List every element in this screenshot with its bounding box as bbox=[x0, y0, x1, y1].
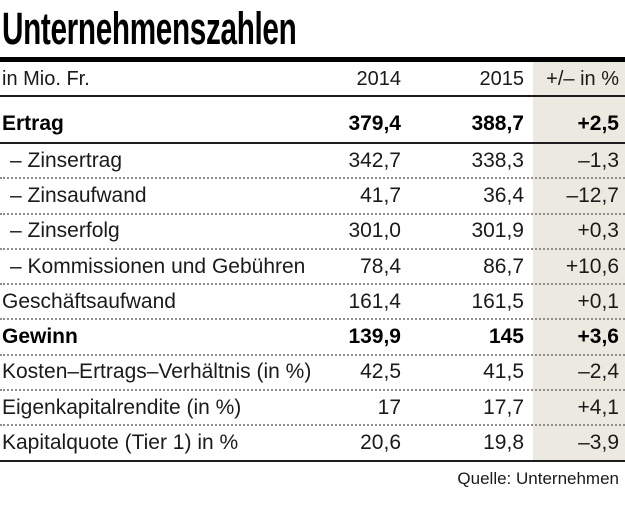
source-note: Quelle: Unternehmen bbox=[457, 469, 619, 488]
row-label: – Kommissionen und Gebühren bbox=[10, 254, 306, 278]
change-column-highlight bbox=[533, 62, 625, 462]
table-row: Kosten–Ertrags–Verhältnis (in %) 42,5 41… bbox=[0, 356, 625, 392]
value-change: +3,6 bbox=[577, 325, 619, 349]
table-row: – Zinserfolg 301,0 301,9 +0,3 bbox=[0, 215, 625, 250]
row-label: Eigenkapitalrendite (in %) bbox=[2, 395, 242, 419]
row-label: – Zinsertrag bbox=[10, 148, 123, 172]
value-change: +0,1 bbox=[577, 289, 619, 313]
value-2015: 388,7 bbox=[471, 112, 524, 135]
row-label: Gewinn bbox=[2, 325, 78, 349]
row-label: Geschäftsaufwand bbox=[2, 289, 176, 313]
value-2014: 42,5 bbox=[360, 360, 401, 384]
value-2014: 161,4 bbox=[348, 289, 401, 313]
financial-table: in Mio. Fr. 2014 2015 +/– in % Ertrag 37… bbox=[0, 62, 625, 462]
value-2015: 301,9 bbox=[471, 219, 524, 243]
value-2015: 161,5 bbox=[471, 289, 524, 313]
value-change: +10,6 bbox=[565, 254, 619, 278]
row-label: Kosten–Ertrags–Verhältnis (in %) bbox=[2, 360, 312, 384]
value-2015: 41,5 bbox=[483, 360, 524, 384]
table-row: – Zinsaufwand 41,7 36,4 –12,7 bbox=[0, 179, 625, 215]
table-row: – Kommissionen und Gebühren 78,4 86,7 +1… bbox=[0, 250, 625, 286]
table-row: Geschäftsaufwand 161,4 161,5 +0,1 bbox=[0, 285, 625, 321]
table-row: Kapitalquote (Tier 1) in % 20,6 19,8 –3,… bbox=[0, 426, 625, 462]
page-title: Unternehmenszahlen bbox=[2, 3, 297, 54]
value-change: –3,9 bbox=[578, 431, 619, 455]
row-label: – Zinserfolg bbox=[10, 219, 120, 243]
column-header-change: +/– in % bbox=[546, 68, 619, 90]
table-row: Eigenkapitalrendite (in %) 17 17,7 +4,1 bbox=[0, 391, 625, 427]
value-2015: 36,4 bbox=[483, 183, 524, 207]
table-row: – Zinsertrag 342,7 338,3 –1,3 bbox=[0, 144, 625, 180]
value-change: –12,7 bbox=[566, 183, 619, 207]
title-rule bbox=[0, 57, 625, 62]
value-change: +4,1 bbox=[577, 395, 619, 419]
column-header-2015: 2015 bbox=[479, 68, 525, 90]
value-2014: 20,6 bbox=[360, 431, 401, 455]
row-label: – Zinsaufwand bbox=[10, 183, 147, 207]
value-change: –2,4 bbox=[578, 360, 619, 384]
value-2015: 338,3 bbox=[471, 148, 524, 172]
table-row: Ertrag 379,4 388,7 +2,5 bbox=[0, 97, 625, 144]
column-header-unit: in Mio. Fr. bbox=[2, 68, 90, 90]
value-2015: 17,7 bbox=[483, 395, 524, 419]
table-rows: Ertrag 379,4 388,7 +2,5 – Zinsertrag 342… bbox=[0, 97, 625, 462]
value-2015: 19,8 bbox=[483, 431, 524, 455]
value-2014: 342,7 bbox=[348, 148, 401, 172]
row-label: Kapitalquote (Tier 1) in % bbox=[2, 431, 239, 455]
value-2015: 145 bbox=[488, 325, 524, 349]
value-2014: 139,9 bbox=[348, 325, 401, 349]
row-label: Ertrag bbox=[2, 112, 64, 135]
table-header-row: in Mio. Fr. 2014 2015 +/– in % bbox=[0, 62, 625, 97]
value-2014: 301,0 bbox=[348, 219, 401, 243]
value-2014: 379,4 bbox=[348, 112, 401, 135]
value-2014: 17 bbox=[377, 395, 401, 419]
value-2015: 86,7 bbox=[483, 254, 524, 278]
column-header-2014: 2014 bbox=[356, 68, 402, 90]
value-change: +0,3 bbox=[577, 219, 619, 243]
value-2014: 78,4 bbox=[360, 254, 401, 278]
value-2014: 41,7 bbox=[360, 183, 401, 207]
value-change: +2,5 bbox=[577, 112, 619, 135]
value-change: –1,3 bbox=[578, 148, 619, 172]
table-row: Gewinn 139,9 145 +3,6 bbox=[0, 320, 625, 356]
